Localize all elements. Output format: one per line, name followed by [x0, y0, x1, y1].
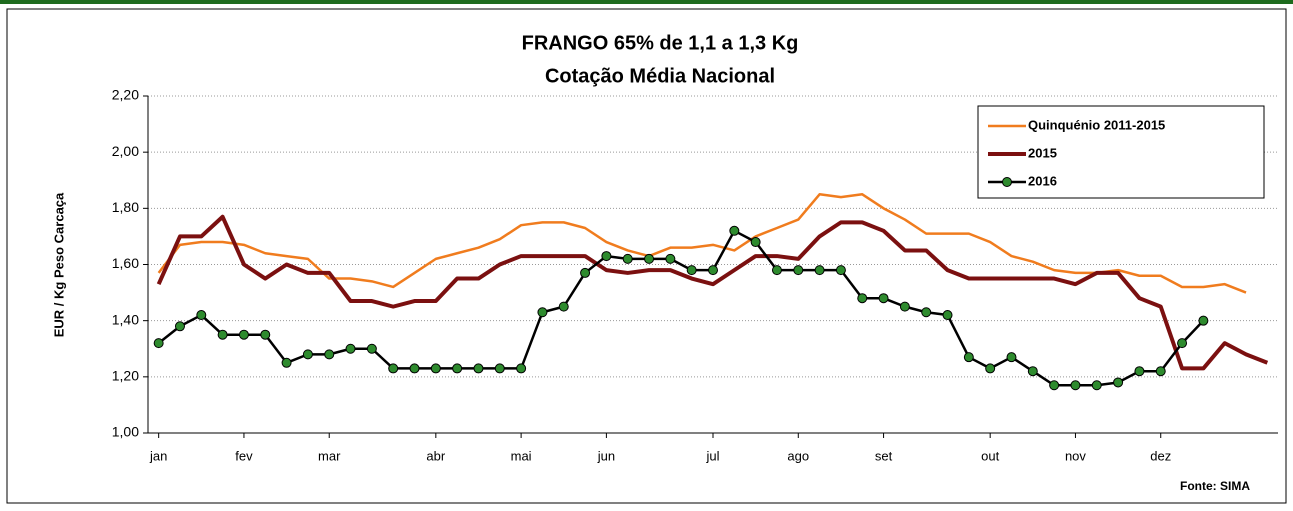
data-point — [708, 265, 718, 276]
y-axis-label: EUR / Kg Peso Carcaça — [51, 192, 66, 337]
data-point — [238, 329, 249, 340]
x-tick-label: fev — [235, 448, 253, 463]
data-point — [985, 363, 996, 374]
data-point — [899, 301, 910, 312]
series-line — [156, 214, 1269, 371]
data-point — [366, 343, 377, 354]
chart-subtitle: Cotação Média Nacional — [545, 65, 775, 87]
x-tick-label: nov — [1065, 448, 1086, 463]
source-note: Fonte: SIMA — [1180, 479, 1250, 493]
data-point — [1006, 352, 1017, 363]
data-point — [814, 265, 825, 276]
data-point — [388, 363, 399, 374]
data-point — [345, 343, 356, 354]
data-point — [665, 253, 676, 264]
x-tick-label: mai — [511, 448, 532, 463]
data-point — [473, 363, 484, 374]
series-line — [157, 193, 1247, 294]
data-point — [494, 363, 505, 374]
chart-frame — [6, 8, 1287, 504]
y-tick-label: 1,80 — [112, 199, 139, 215]
data-point — [1027, 366, 1038, 377]
x-tick-label: set — [875, 448, 893, 463]
data-point — [729, 225, 740, 236]
data-point — [878, 293, 889, 304]
data-point — [409, 363, 420, 374]
y-tick-label: 1,00 — [112, 424, 139, 440]
data-point — [622, 253, 633, 264]
data-point — [324, 349, 335, 360]
data-point — [686, 265, 697, 276]
x-tick-label: abr — [426, 448, 445, 463]
data-point — [153, 338, 164, 349]
legend-label: 2015 — [1028, 145, 1057, 160]
data-point — [580, 267, 591, 278]
y-tick-label: 1,20 — [112, 368, 139, 384]
data-point — [835, 265, 846, 276]
data-point — [793, 265, 804, 276]
x-tick-label: out — [981, 448, 999, 463]
data-point — [1113, 377, 1124, 388]
data-point — [1049, 380, 1060, 391]
data-point — [281, 357, 292, 368]
x-tick-label: jan — [149, 448, 167, 463]
data-point — [452, 363, 463, 374]
x-tick-label: jun — [597, 448, 615, 463]
data-point — [537, 307, 548, 318]
y-tick-label: 1,40 — [112, 311, 139, 327]
data-point — [302, 349, 313, 360]
data-point — [1155, 366, 1166, 377]
y-tick-label: 2,20 — [112, 87, 139, 103]
data-point — [1177, 338, 1188, 349]
chart-title: FRANGO 65% de 1,1 a 1,3 Kg — [522, 32, 799, 54]
x-tick-label: ago — [787, 448, 809, 463]
data-point — [260, 329, 271, 340]
data-point — [750, 237, 761, 248]
legend-label: 2016 — [1028, 173, 1057, 188]
data-point — [1091, 380, 1102, 391]
data-point — [558, 301, 569, 312]
x-tick-label: jul — [705, 448, 719, 463]
data-point — [430, 363, 441, 374]
data-point — [1198, 315, 1209, 326]
data-point — [601, 251, 612, 262]
data-point — [196, 310, 207, 321]
data-point — [857, 293, 868, 304]
data-point — [921, 307, 932, 318]
data-point — [644, 253, 655, 264]
legend-marker — [1002, 177, 1012, 187]
data-point — [942, 310, 953, 321]
y-tick-label: 1,60 — [112, 255, 139, 271]
data-point — [1134, 366, 1145, 377]
data-point — [516, 363, 527, 374]
data-point — [174, 321, 185, 332]
data-point — [1070, 380, 1081, 391]
x-tick-label: dez — [1150, 448, 1171, 463]
data-point — [217, 329, 228, 340]
y-tick-label: 2,00 — [112, 143, 139, 159]
legend-label: Quinquénio 2011-2015 — [1028, 117, 1165, 132]
data-point — [771, 265, 782, 276]
x-tick-label: mar — [318, 448, 341, 463]
top-border — [0, 0, 1293, 4]
data-point — [963, 352, 974, 363]
